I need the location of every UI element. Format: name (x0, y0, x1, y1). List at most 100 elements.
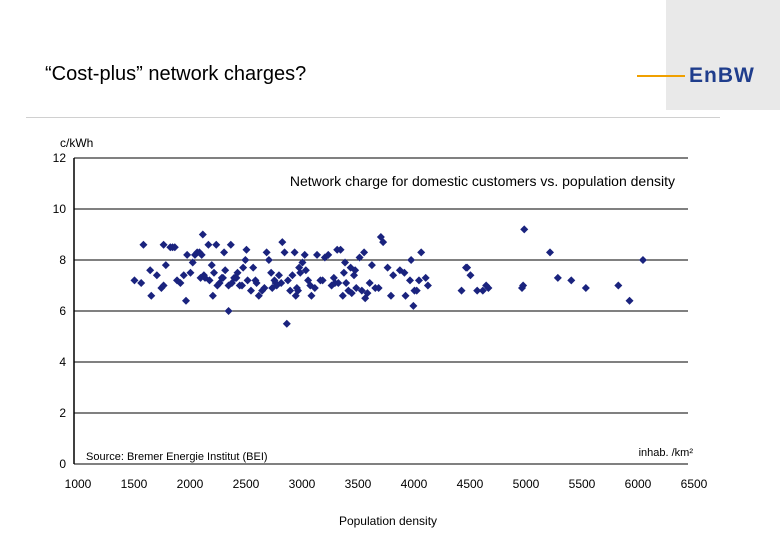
y-tick-label: 4 (59, 355, 66, 369)
data-point (238, 281, 246, 290)
data-point (357, 286, 366, 295)
data-point (298, 258, 307, 267)
data-point (188, 258, 197, 267)
data-point (519, 281, 528, 290)
data-point (249, 263, 258, 272)
data-point (283, 276, 292, 285)
data-point (161, 261, 170, 270)
x-unit-label: inhab. /km² (639, 447, 694, 459)
data-point (351, 266, 360, 275)
y-tick-label: 12 (53, 151, 67, 165)
data-point (313, 250, 322, 259)
x-tick-label: 4000 (401, 477, 428, 491)
x-tick-label: 6000 (625, 477, 652, 491)
data-point (139, 240, 148, 249)
x-tick-label: 1500 (121, 477, 148, 491)
data-point (625, 296, 634, 305)
data-point (389, 271, 398, 280)
data-point (347, 289, 356, 298)
data-point (159, 281, 168, 290)
y-tick-label: 2 (59, 406, 66, 420)
x-tick-label: 2500 (233, 477, 260, 491)
data-point (466, 271, 475, 280)
data-point (320, 253, 329, 262)
data-point (226, 240, 235, 249)
data-point (262, 248, 271, 257)
x-axis-label: Population density (339, 514, 437, 528)
data-point (334, 278, 343, 287)
x-tick-label: 5000 (513, 477, 540, 491)
data-point (242, 245, 251, 254)
data-point (341, 258, 350, 267)
data-point (183, 250, 192, 259)
data-point (352, 284, 361, 293)
axes (73, 158, 688, 465)
data-point (221, 266, 230, 275)
data-point (260, 284, 269, 293)
y-tick-label: 8 (59, 253, 66, 267)
data-point (198, 230, 207, 239)
enbw-logo: EnBW (689, 64, 755, 87)
y-tick-label: 6 (59, 304, 66, 318)
data-point (546, 248, 554, 257)
data-point (290, 248, 299, 257)
data-point (264, 256, 273, 264)
data-point (520, 225, 529, 234)
data-point (239, 263, 248, 272)
data-point (336, 245, 345, 254)
data-point (179, 271, 188, 280)
data-point (406, 276, 414, 285)
data-point (414, 276, 423, 285)
slide-title: “Cost-plus” network charges? (45, 63, 307, 85)
tick-labels: 0 2 4 6 8 10 12 1000 1500 2000 2500 3000 3500 4000 450… (53, 151, 708, 491)
data-point (567, 276, 576, 285)
data-point (212, 240, 221, 249)
data-point (367, 261, 376, 270)
logo-accent-line (637, 75, 685, 77)
data-point (286, 286, 295, 295)
data-point (186, 268, 195, 277)
x-tick-label: 3000 (289, 477, 316, 491)
data-point (365, 278, 374, 287)
data-point (339, 268, 348, 277)
data-point (421, 273, 430, 282)
data-point (400, 268, 409, 277)
data-point (146, 266, 155, 275)
data-point (473, 286, 482, 295)
data-point (282, 319, 291, 328)
y-tick-label: 0 (59, 457, 66, 471)
y-tick-label: 10 (53, 202, 67, 216)
data-point (324, 250, 333, 259)
x-tick-label: 4500 (457, 477, 484, 491)
data-point (463, 263, 472, 272)
data-point (581, 284, 590, 293)
data-point (307, 291, 316, 300)
data-point (207, 261, 216, 270)
data-point (176, 278, 185, 287)
x-tick-label: 3500 (345, 477, 372, 491)
data-point (147, 291, 156, 300)
data-point (379, 238, 388, 247)
data-point (159, 240, 168, 249)
data-point (254, 291, 263, 300)
data-point (423, 281, 432, 290)
data-point (363, 289, 372, 298)
data-point (210, 268, 218, 277)
x-tick-label: 5500 (569, 477, 596, 491)
data-point (280, 248, 289, 257)
data-point (553, 273, 562, 282)
x-tick-label: 1000 (65, 477, 92, 491)
data-point (412, 286, 421, 295)
data-point (208, 291, 217, 300)
data-point (137, 278, 146, 287)
data-point (267, 268, 276, 277)
data-point (182, 296, 190, 305)
data-point (243, 276, 252, 285)
data-point (417, 248, 426, 257)
data-point (310, 284, 319, 293)
header-rule (26, 117, 720, 118)
data-point (278, 238, 287, 247)
data-point (374, 284, 383, 293)
data-point (246, 286, 255, 295)
